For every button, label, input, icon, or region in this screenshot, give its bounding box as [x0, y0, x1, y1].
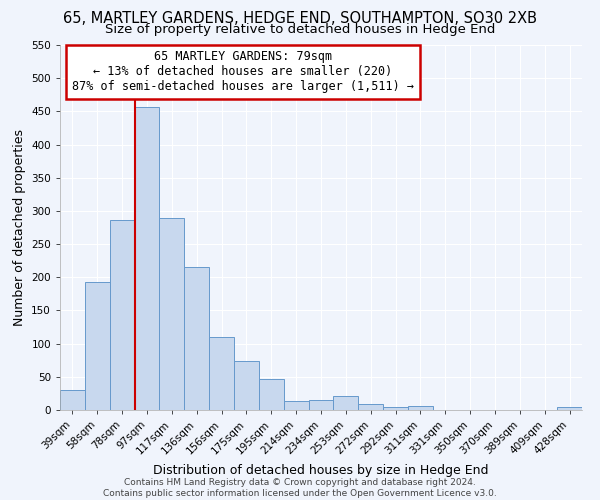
Bar [383, 406, 408, 410]
Text: Size of property relative to detached houses in Hedge End: Size of property relative to detached ho… [105, 22, 495, 36]
Bar [184, 268, 209, 410]
Bar [209, 337, 234, 410]
Bar [308, 400, 334, 410]
Bar [284, 400, 308, 410]
Text: 65, MARTLEY GARDENS, HEDGE END, SOUTHAMPTON, SO30 2XB: 65, MARTLEY GARDENS, HEDGE END, SOUTHAMP… [63, 11, 537, 26]
Bar [358, 404, 383, 410]
Bar [408, 406, 433, 410]
Bar [160, 218, 184, 410]
Bar [110, 220, 134, 410]
Text: Contains HM Land Registry data © Crown copyright and database right 2024.
Contai: Contains HM Land Registry data © Crown c… [103, 478, 497, 498]
Bar [234, 361, 259, 410]
Text: 65 MARTLEY GARDENS: 79sqm
← 13% of detached houses are smaller (220)
87% of semi: 65 MARTLEY GARDENS: 79sqm ← 13% of detac… [72, 50, 414, 94]
Y-axis label: Number of detached properties: Number of detached properties [13, 129, 26, 326]
Bar [60, 390, 85, 410]
Bar [85, 282, 110, 410]
Bar [134, 106, 160, 410]
X-axis label: Distribution of detached houses by size in Hedge End: Distribution of detached houses by size … [153, 464, 489, 477]
Bar [334, 396, 358, 410]
Bar [557, 406, 582, 410]
Bar [259, 380, 284, 410]
